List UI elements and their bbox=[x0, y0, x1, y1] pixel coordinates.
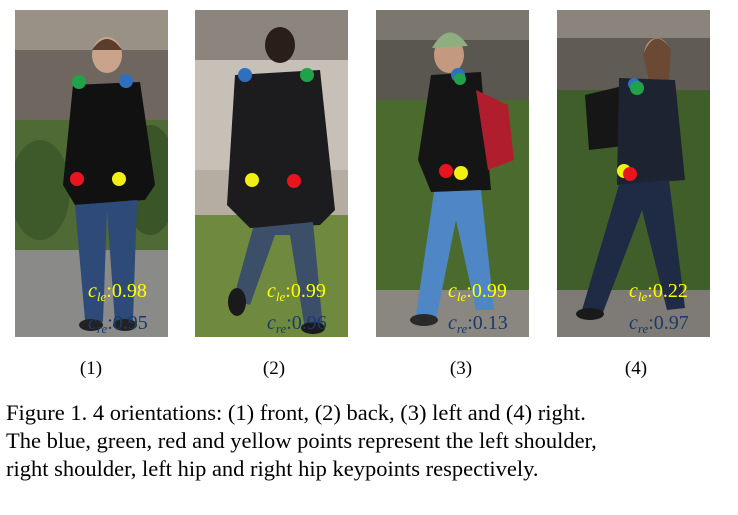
keypoints-front bbox=[70, 74, 133, 186]
right-hip-keypoint bbox=[112, 172, 126, 186]
panel-label-4: (4) bbox=[624, 358, 648, 379]
photo-panel-front: cle:0.98 cre:0.95 bbox=[15, 10, 168, 337]
right-shoulder-keypoint bbox=[300, 68, 314, 82]
right-hip-confidence: cre:0.13 bbox=[448, 312, 508, 336]
left-shoulder-keypoint bbox=[238, 68, 252, 82]
right-hip-confidence: cre:0.96 bbox=[267, 312, 327, 336]
right-shoulder-keypoint bbox=[454, 73, 466, 85]
backpack bbox=[476, 90, 514, 170]
pedestrian-photo-left bbox=[376, 10, 529, 337]
left-hip-confidence: cle:0.99 bbox=[448, 280, 507, 304]
pedestrian-photo-back bbox=[195, 10, 348, 337]
caption-line-3: right shoulder, left hip and right hip k… bbox=[6, 456, 539, 481]
left-hip-confidence: cle:0.99 bbox=[267, 280, 326, 304]
right-hip-keypoint bbox=[245, 173, 259, 187]
left-shoulder-keypoint bbox=[119, 74, 133, 88]
keypoints-right bbox=[617, 78, 644, 181]
right-hip-keypoint bbox=[454, 166, 468, 180]
coat bbox=[418, 72, 491, 192]
left-hip-confidence: cle:0.98 bbox=[88, 280, 147, 304]
head bbox=[265, 27, 295, 63]
right-shoulder-keypoint bbox=[72, 75, 86, 89]
caption-line-2: The blue, green, red and yellow points r… bbox=[6, 428, 597, 453]
coat bbox=[227, 70, 335, 228]
coat bbox=[63, 82, 155, 205]
right-hip-confidence: cre:0.95 bbox=[88, 312, 148, 336]
panel-label-3: (3) bbox=[449, 358, 473, 379]
coat bbox=[617, 78, 685, 185]
right-shoulder-keypoint bbox=[630, 81, 644, 95]
caption-line-1: Figure 1. 4 orientations: (1) front, (2)… bbox=[6, 400, 586, 425]
panel-label-2: (2) bbox=[262, 358, 286, 379]
figure-caption: Figure 1. 4 orientations: (1) front, (2)… bbox=[6, 399, 734, 483]
keypoints-back bbox=[238, 68, 314, 188]
photo-panel-left: cle:0.99 cre:0.13 bbox=[376, 10, 529, 337]
left-hip-keypoint bbox=[70, 172, 84, 186]
photo-panel-back: cle:0.99 cre:0.96 bbox=[195, 10, 348, 337]
right-hip-confidence: cre:0.97 bbox=[629, 312, 689, 336]
left-hip-keypoint bbox=[287, 174, 301, 188]
keypoints-left bbox=[439, 68, 468, 180]
panel-label-1: (1) bbox=[79, 358, 103, 379]
left-hip-confidence: cle:0.22 bbox=[629, 280, 688, 304]
pedestrian-photo-front bbox=[15, 10, 168, 337]
left-hip-keypoint bbox=[439, 164, 453, 178]
photo-panel-right: cle:0.22 cre:0.97 bbox=[557, 10, 710, 337]
left-hip-keypoint bbox=[623, 167, 637, 181]
